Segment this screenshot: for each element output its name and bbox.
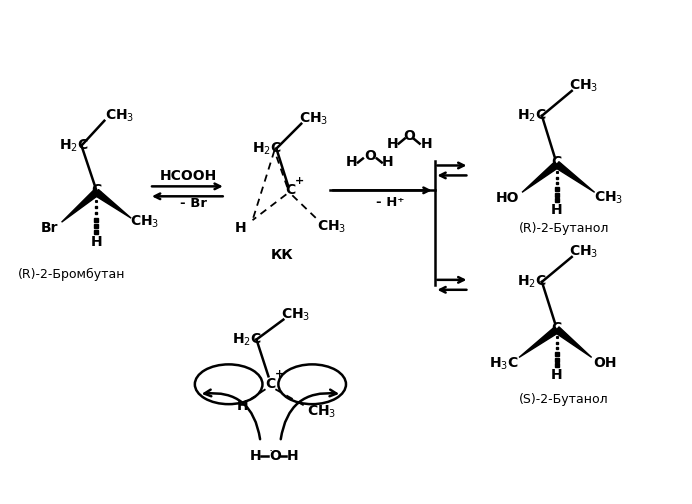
Text: H: H xyxy=(551,368,563,383)
Text: H: H xyxy=(91,235,102,249)
Text: O: O xyxy=(364,149,376,162)
Text: C: C xyxy=(552,321,562,335)
Text: CH$_3$: CH$_3$ xyxy=(569,78,599,94)
Text: C: C xyxy=(552,156,562,169)
Text: H: H xyxy=(387,137,399,151)
Text: CH$_3$: CH$_3$ xyxy=(318,219,347,235)
Text: H: H xyxy=(421,137,432,151)
Text: CH$_3$: CH$_3$ xyxy=(307,404,337,420)
Polygon shape xyxy=(555,162,594,193)
Text: - Br: - Br xyxy=(181,197,208,210)
Text: H$_2$C: H$_2$C xyxy=(232,331,262,348)
Text: CH$_3$: CH$_3$ xyxy=(298,110,328,127)
Polygon shape xyxy=(62,190,99,222)
Text: O: O xyxy=(269,449,282,463)
Text: H$_2$C: H$_2$C xyxy=(252,141,281,157)
Text: CH$_3$: CH$_3$ xyxy=(131,214,160,230)
Polygon shape xyxy=(522,162,559,193)
Text: HCOOH: HCOOH xyxy=(159,169,217,183)
Text: C: C xyxy=(91,183,102,198)
Text: H: H xyxy=(346,156,358,169)
Text: H$_2$C: H$_2$C xyxy=(59,138,89,154)
Text: CH$_3$: CH$_3$ xyxy=(281,306,310,323)
Polygon shape xyxy=(519,327,559,357)
Text: H$_3$C: H$_3$C xyxy=(489,355,519,371)
Text: КК: КК xyxy=(271,248,293,262)
Text: Br: Br xyxy=(41,221,58,235)
Text: H: H xyxy=(250,449,262,463)
Text: +: + xyxy=(295,176,304,186)
Text: CH$_3$: CH$_3$ xyxy=(104,107,134,124)
Text: - H⁺: - H⁺ xyxy=(376,196,404,209)
Polygon shape xyxy=(555,327,592,357)
Text: CH$_3$: CH$_3$ xyxy=(594,190,623,207)
Text: HO: HO xyxy=(495,192,519,205)
Text: C: C xyxy=(265,377,275,391)
Text: H: H xyxy=(382,156,394,169)
Text: H: H xyxy=(237,399,248,413)
Text: H: H xyxy=(551,203,563,217)
FancyArrowPatch shape xyxy=(204,390,260,439)
Text: H: H xyxy=(286,449,298,463)
Text: H: H xyxy=(235,221,246,235)
Text: O: O xyxy=(403,129,416,143)
Text: C: C xyxy=(285,183,295,198)
Text: H$_2$C: H$_2$C xyxy=(517,274,547,290)
Text: (R)-2-Бромбутан: (R)-2-Бромбутан xyxy=(18,268,125,281)
Polygon shape xyxy=(94,190,131,218)
Text: ‥: ‥ xyxy=(268,442,277,455)
Text: CH$_3$: CH$_3$ xyxy=(569,244,599,260)
Text: (R)-2-Бутанол: (R)-2-Бутанол xyxy=(518,222,609,235)
Text: (S)-2-Бутанол: (S)-2-Бутанол xyxy=(519,393,608,406)
Text: +: + xyxy=(275,369,284,380)
Text: OH: OH xyxy=(593,356,617,370)
FancyArrowPatch shape xyxy=(281,390,336,439)
Text: H$_2$C: H$_2$C xyxy=(517,107,547,124)
